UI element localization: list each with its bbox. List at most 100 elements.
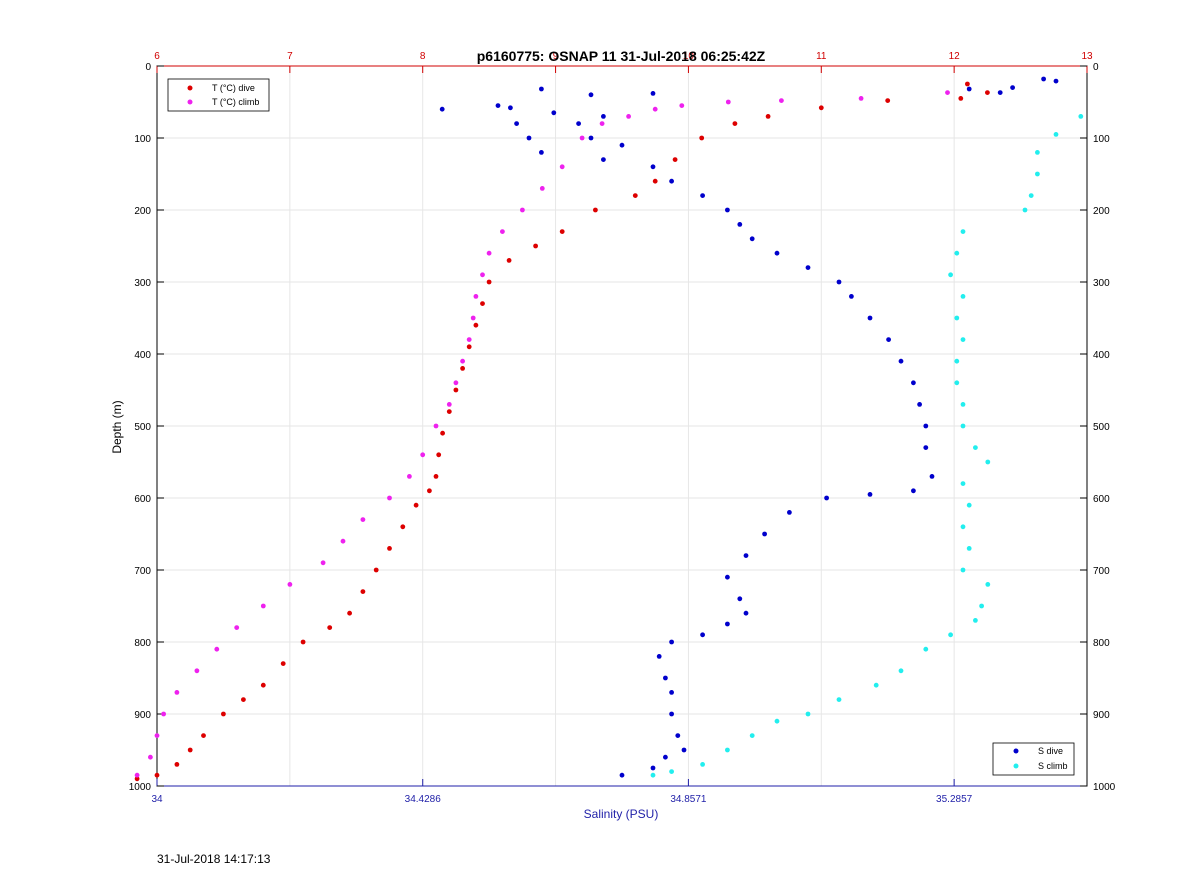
data-point <box>954 358 960 364</box>
data-point <box>601 114 606 119</box>
data-point <box>836 279 842 285</box>
data-point <box>460 366 465 371</box>
y-right-axis: 0 100 200 300 400 500 600 700 800 900 1000 <box>1080 62 1116 793</box>
data-point <box>327 625 333 630</box>
legend-marker-t-climb <box>187 99 193 105</box>
data-point <box>725 621 730 627</box>
y-right-tick-label: 100 <box>1093 134 1110 145</box>
data-point <box>453 387 459 393</box>
data-point <box>669 690 674 695</box>
data-point <box>966 502 972 508</box>
data-point <box>373 567 379 573</box>
data-point <box>958 96 964 101</box>
data-point <box>413 502 419 508</box>
data-point <box>699 135 705 141</box>
data-point <box>526 135 532 141</box>
x-top-tick-label: 11 <box>816 51 827 62</box>
legend-marker-s-climb <box>1013 763 1019 769</box>
data-point <box>650 765 656 771</box>
x-top-tick-label: 9 <box>553 51 559 62</box>
data-point <box>824 495 829 501</box>
data-point <box>948 632 953 638</box>
legend-temperature: T (°C) dive T (°C) climb <box>167 78 270 112</box>
data-point <box>514 121 519 126</box>
data-point <box>886 337 891 342</box>
data-point <box>836 697 842 702</box>
data-point <box>948 272 953 278</box>
data-point <box>960 337 966 342</box>
data-point <box>619 142 625 148</box>
data-point <box>960 294 966 299</box>
data-point <box>1035 150 1040 155</box>
data-point <box>433 423 439 429</box>
series-s-dive <box>439 76 1059 778</box>
data-point <box>619 772 625 778</box>
data-point <box>460 358 465 364</box>
data-point <box>201 733 206 738</box>
data-point <box>867 315 873 321</box>
x-bottom-tick-label: 34.8571 <box>670 794 707 805</box>
data-point <box>134 776 140 782</box>
y-left-tick-label: 300 <box>134 278 151 289</box>
y-right-tick-label: 900 <box>1093 710 1110 721</box>
data-point <box>725 574 730 580</box>
data-point <box>885 98 891 103</box>
y-right-tick-label: 300 <box>1093 278 1110 289</box>
data-point <box>1035 171 1040 177</box>
data-point <box>241 697 246 702</box>
data-point <box>700 193 705 199</box>
data-point <box>436 452 442 458</box>
y-right-tick-label: 200 <box>1093 206 1110 217</box>
data-point <box>652 178 658 184</box>
data-point <box>300 639 306 645</box>
data-point <box>480 272 485 278</box>
data-point <box>486 250 492 256</box>
data-point <box>737 222 743 227</box>
data-point <box>973 618 978 623</box>
data-point <box>466 337 472 342</box>
data-point <box>985 90 990 95</box>
y-right-tick-label: 700 <box>1093 566 1110 577</box>
y-left-axis: 0 100 200 300 400 500 600 700 800 900 1000 <box>129 62 164 793</box>
legend-salinity: S dive S climb <box>992 742 1075 776</box>
y-left-tick-label: 100 <box>134 134 151 145</box>
data-point <box>960 229 966 235</box>
data-point <box>765 114 771 119</box>
data-point <box>669 639 674 645</box>
x-bottom-axis: 34 34.4286 34.8571 35.2857 <box>151 779 1087 805</box>
y-left-tick-label: 200 <box>134 206 151 217</box>
data-point <box>599 121 605 126</box>
data-point <box>400 524 406 530</box>
data-point <box>805 265 811 270</box>
data-point <box>973 445 978 450</box>
data-point <box>966 546 972 551</box>
data-point <box>347 610 352 616</box>
data-point <box>818 105 824 111</box>
data-point <box>749 733 755 738</box>
data-point <box>1053 78 1059 84</box>
y-right-tick-label: 800 <box>1093 638 1110 649</box>
data-point <box>917 402 922 407</box>
legend-label-t-climb: T (°C) climb <box>212 97 259 107</box>
data-point <box>187 747 193 753</box>
data-point <box>743 610 749 616</box>
x-top-tick-label: 6 <box>154 51 160 62</box>
data-point <box>732 121 738 126</box>
data-point <box>1041 76 1046 82</box>
data-point <box>663 675 668 681</box>
data-point <box>287 582 293 587</box>
data-points <box>134 76 1084 782</box>
legend-label-s-dive: S dive <box>1038 746 1063 756</box>
data-point <box>700 632 705 638</box>
data-point <box>650 772 656 778</box>
data-point <box>470 315 476 321</box>
data-point <box>743 553 749 558</box>
data-point <box>1010 85 1015 90</box>
data-point <box>539 186 545 191</box>
data-point <box>551 110 557 116</box>
y-left-tick-label: 0 <box>145 62 151 73</box>
data-point <box>387 495 392 501</box>
data-point <box>898 358 904 364</box>
data-point <box>446 402 452 407</box>
data-point <box>898 668 904 674</box>
